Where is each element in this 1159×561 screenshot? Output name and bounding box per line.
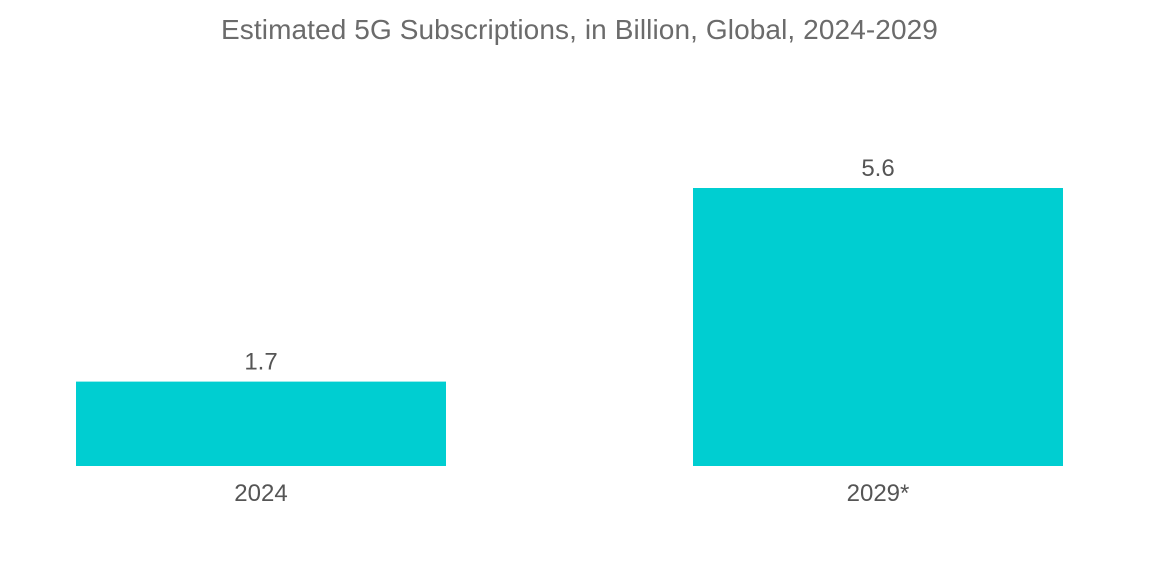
x-tick-label: 2029* xyxy=(847,480,910,507)
chart-title: Estimated 5G Subscriptions, in Billion, … xyxy=(221,14,938,45)
bar-2024 xyxy=(76,381,446,466)
bar-2029 xyxy=(693,188,1063,466)
bars-layer xyxy=(76,188,1063,466)
labels-layer: 1.7 2024 5.6 2029* xyxy=(234,155,909,507)
data-label: 1.7 xyxy=(244,349,277,376)
x-tick-label: 2024 xyxy=(234,480,287,507)
data-label: 5.6 xyxy=(861,155,894,182)
